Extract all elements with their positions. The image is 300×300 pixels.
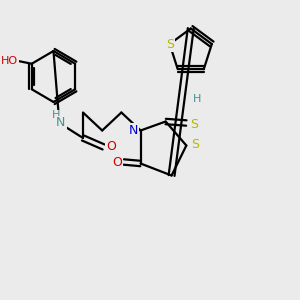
Text: HO: HO [1,56,18,66]
Text: O: O [112,155,122,169]
Text: N: N [56,116,65,130]
Text: H: H [52,110,61,121]
Text: S: S [190,118,198,131]
Text: S: S [166,38,174,50]
Text: N: N [128,124,138,137]
Text: H: H [193,94,202,104]
Text: O: O [106,140,116,154]
Text: S: S [191,137,199,151]
